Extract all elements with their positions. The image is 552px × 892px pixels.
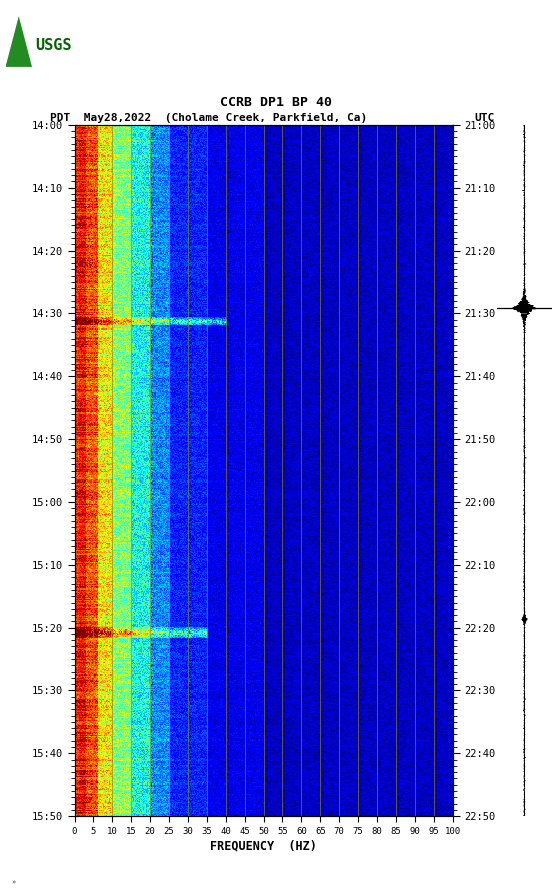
Polygon shape xyxy=(6,16,32,67)
Text: UTC: UTC xyxy=(475,113,495,123)
Text: »: » xyxy=(11,880,15,886)
Text: CCRB DP1 BP 40: CCRB DP1 BP 40 xyxy=(220,95,332,109)
Text: PDT  May28,2022  (Cholame Creek, Parkfield, Ca): PDT May28,2022 (Cholame Creek, Parkfield… xyxy=(50,113,367,123)
Text: USGS: USGS xyxy=(35,37,72,53)
X-axis label: FREQUENCY  (HZ): FREQUENCY (HZ) xyxy=(210,839,317,853)
